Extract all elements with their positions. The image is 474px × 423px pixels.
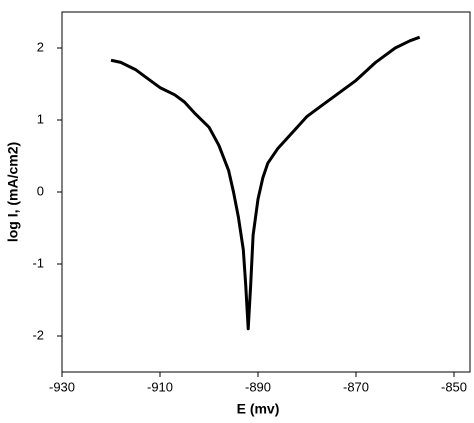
- y-axis-title: log I, (mA/cm2): [5, 142, 21, 242]
- y-tick-label: 2: [37, 39, 44, 54]
- data-line: [110, 35, 421, 331]
- plot-frame: [61, 11, 471, 373]
- y-tick-label: 1: [37, 111, 44, 126]
- x-tick-label: -890: [245, 379, 271, 394]
- x-tick-label: -930: [49, 379, 75, 394]
- x-tick-label: -850: [441, 379, 467, 394]
- y-tick-label: -2: [32, 327, 44, 342]
- x-tick-label: -910: [147, 379, 173, 394]
- x-tick-label: -870: [343, 379, 369, 394]
- y-tick-label: 0: [37, 183, 44, 198]
- x-axis-title: E (mv): [237, 401, 280, 417]
- y-tick-label: -1: [32, 255, 44, 270]
